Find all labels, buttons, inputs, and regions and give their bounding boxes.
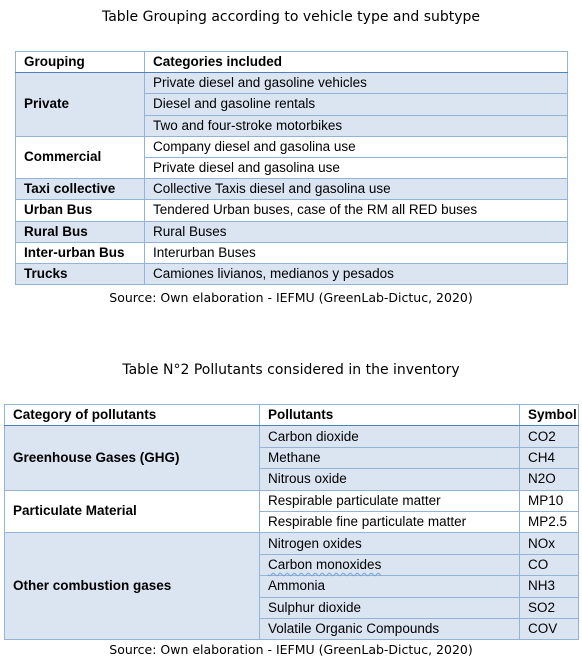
group-cell: Trucks [15,262,145,286]
pollutant-cell: Sulphur dioxide [259,596,520,619]
category-cell: Private diesel and gasolina use [144,156,568,180]
symbol-cell: MP2.5 [519,510,579,534]
table-row: Trucks Camiones livianos, medianos y pes… [15,262,568,286]
table-row: Private Private diesel and gasoline vehi… [15,72,568,137]
pollutant-cell: Ammonia [259,575,520,598]
category-cell: Interurban Buses [144,241,568,264]
group-cell: Commercial [15,135,145,180]
table-row: Rural Bus Rural Buses [15,220,568,243]
symbol-cell: CO2 [519,425,579,448]
table-row: Particulate Material Respirable particul… [4,489,579,534]
pollutant-cell: Nitrous oxide [259,468,520,491]
table-row: Inter-urban Bus Interurban Buses [15,241,568,264]
category-cell: Company diesel and gasolina use [144,135,568,158]
category-cell: Two and four-stroke motorbikes [144,114,568,137]
group-cell: Private [15,72,145,137]
pollutant-cell: Carbon monoxides [259,553,520,577]
symbol-cell: CH4 [519,446,579,470]
symbol-cell: SO2 [519,596,579,619]
column-header: Symbol [519,403,579,427]
table1-title: Table Grouping according to vehicle type… [101,9,481,25]
symbol-cell: MP10 [519,489,579,512]
category-cell: Camiones livianos, medianos y pesados [144,262,568,286]
pollutants-table: Category of pollutants Pollutants Symbol… [4,403,579,641]
table2-title: Table N°2 Pollutants considered in the i… [122,362,460,378]
pollutant-cell: Volatile Organic Compounds [259,617,520,641]
column-header: Pollutants [259,403,520,427]
table1-source: Source: Own elaboration - IEFMU (GreenLa… [109,290,473,305]
pollutant-cell: Methane [259,446,520,470]
table-row: Commercial Company diesel and gasolina u… [15,135,568,180]
pollutant-cell: Carbon dioxide [259,425,520,448]
symbol-cell: CO [519,553,579,577]
pollutant-cell: Respirable particulate matter [259,489,520,512]
table-row: Diesel and gasoline rentals [15,93,568,116]
pollutant-cell: Respirable fine particulate matter [259,510,520,534]
table-row: Two and four-stroke motorbikes [15,114,568,137]
column-header: Grouping [15,50,145,74]
group-cell: Urban Bus [15,199,145,222]
column-header: Categories included [144,50,568,74]
table-header-row: Category of pollutants Pollutants Symbol [4,403,579,427]
table2-source: Source: Own elaboration - IEFMU (GreenLa… [109,642,473,657]
table-row: Urban Bus Tendered Urban buses, case of … [15,199,568,222]
table-header-row: Grouping Categories included [15,50,568,74]
category-cell: Diesel and gasoline rentals [144,93,568,116]
table-row: Other combustion gases Nitrogen oxides N… [4,532,579,641]
pollutant-cell: Nitrogen oxides [259,532,520,555]
category-cell: Particulate Material [4,489,260,534]
symbol-cell: NH3 [519,575,579,598]
table-row: Taxi collective Collective Taxis diesel … [15,178,568,201]
column-header: Category of pollutants [4,403,260,427]
pollutant-text: Carbon monoxides [268,556,382,572]
category-cell: Other combustion gases [4,532,260,641]
group-cell: Inter-urban Bus [15,241,145,264]
category-cell: Collective Taxis diesel and gasolina use [144,178,568,201]
symbol-cell: COV [519,617,579,641]
table-row: Greenhouse Gases (GHG) Carbon dioxide CO… [4,425,579,491]
symbol-cell: N2O [519,468,579,491]
group-cell: Taxi collective [15,178,145,201]
category-cell: Private diesel and gasoline vehicles [144,72,568,95]
category-cell: Rural Buses [144,220,568,243]
symbol-cell: NOx [519,532,579,555]
category-cell: Tendered Urban buses, case of the RM all… [144,199,568,222]
group-cell: Rural Bus [15,220,145,243]
vehicle-grouping-table: Grouping Categories included Private Pri… [15,50,568,286]
category-cell: Greenhouse Gases (GHG) [4,425,260,491]
